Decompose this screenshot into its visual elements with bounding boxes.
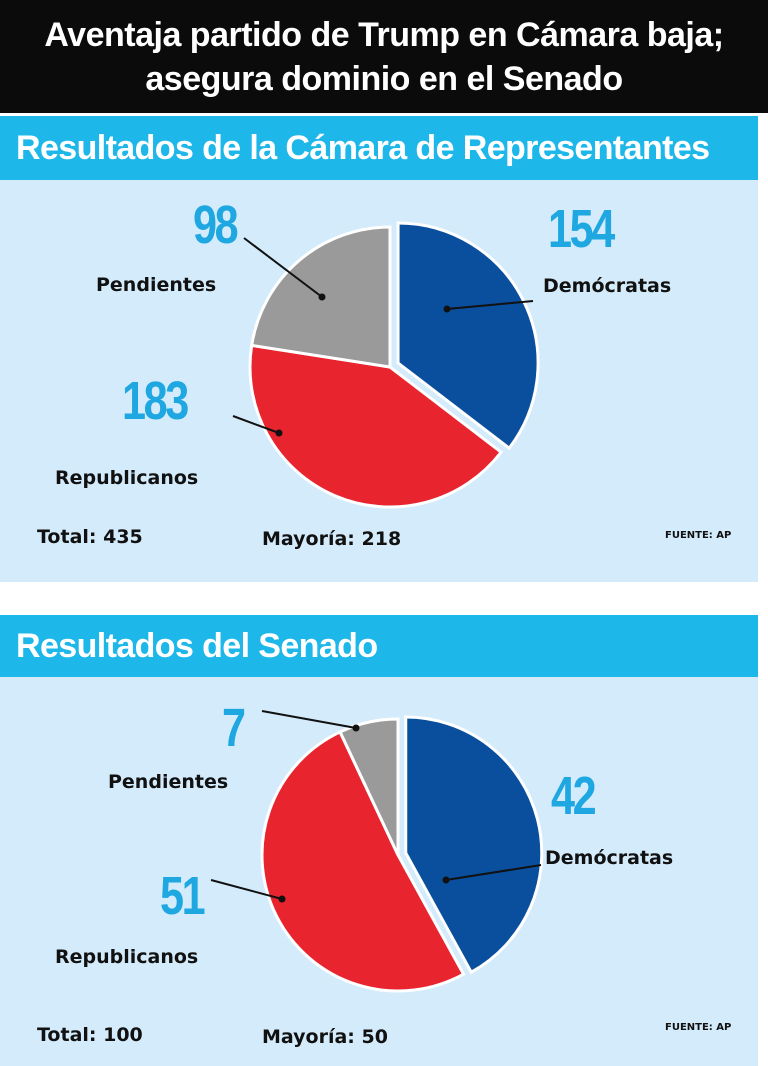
senate-republicanos-label: Republicanos (55, 946, 199, 968)
senate-leader-dot-pendientes (352, 724, 360, 732)
senate-slice-pendientes (338, 717, 400, 856)
house-leader-dot-republicanos (275, 429, 283, 437)
house-pendientes-number: 98 (193, 195, 239, 255)
senate-total: Total: 100 (37, 1024, 143, 1046)
header-banner: Aventaja partido de Trump en Cámara baja… (0, 0, 768, 113)
house-leader-dot-pendientes (318, 293, 326, 301)
senate-republicanos-number: 51 (160, 866, 206, 926)
house-results-panel: Resultados de la Cámara de Representante… (0, 116, 758, 582)
senate-panel-title: Resultados del Senado (0, 615, 758, 677)
senate-leader-line-republicanos (210, 879, 283, 900)
headline-line-1: Aventaja partido de Trump en Cámara baja… (44, 15, 724, 54)
house-leader-line-republicanos (232, 415, 280, 434)
senate-source: FUENTE: AP (665, 1022, 732, 1033)
house-democratas-number: 154 (548, 199, 615, 259)
senate-democratas-label: Demócratas (545, 847, 674, 869)
house-leader-line-pendientes (243, 237, 323, 298)
house-leader-dot-democratas (443, 305, 451, 313)
house-total: Total: 435 (37, 526, 143, 548)
house-democratas-label: Demócratas (543, 275, 672, 297)
house-republicanos-number: 183 (122, 371, 189, 431)
house-leader-line-democratas (446, 300, 534, 310)
senate-pendientes-number: 7 (222, 698, 246, 758)
headline-line-2: asegura dominio en el Senado (145, 59, 623, 98)
senate-pie-chart (210, 710, 544, 993)
house-panel-title: Resultados de la Cámara de Representante… (0, 116, 758, 180)
senate-slice-republicanos (260, 729, 466, 993)
house-pendientes-label: Pendientes (96, 274, 217, 296)
senate-majority: Mayoría: 50 (262, 1026, 388, 1048)
house-slice-republicanos (248, 343, 504, 509)
senate-leader-dot-democratas (442, 876, 450, 884)
senate-leader-dot-republicanos (278, 895, 286, 903)
senate-democratas-number: 42 (551, 766, 597, 826)
house-majority: Mayoría: 218 (262, 528, 402, 550)
senate-results-panel: Resultados del Senado 7 Pendientes 42 De… (0, 615, 758, 1066)
senate-leader-line-democratas (445, 864, 542, 881)
house-source: FUENTE: AP (665, 530, 732, 541)
house-pie-chart (232, 221, 540, 509)
senate-pendientes-label: Pendientes (108, 771, 229, 793)
senate-leader-line-pendientes (261, 710, 357, 729)
senate-slice-democratas (404, 715, 544, 975)
house-republicanos-label: Republicanos (55, 467, 199, 489)
